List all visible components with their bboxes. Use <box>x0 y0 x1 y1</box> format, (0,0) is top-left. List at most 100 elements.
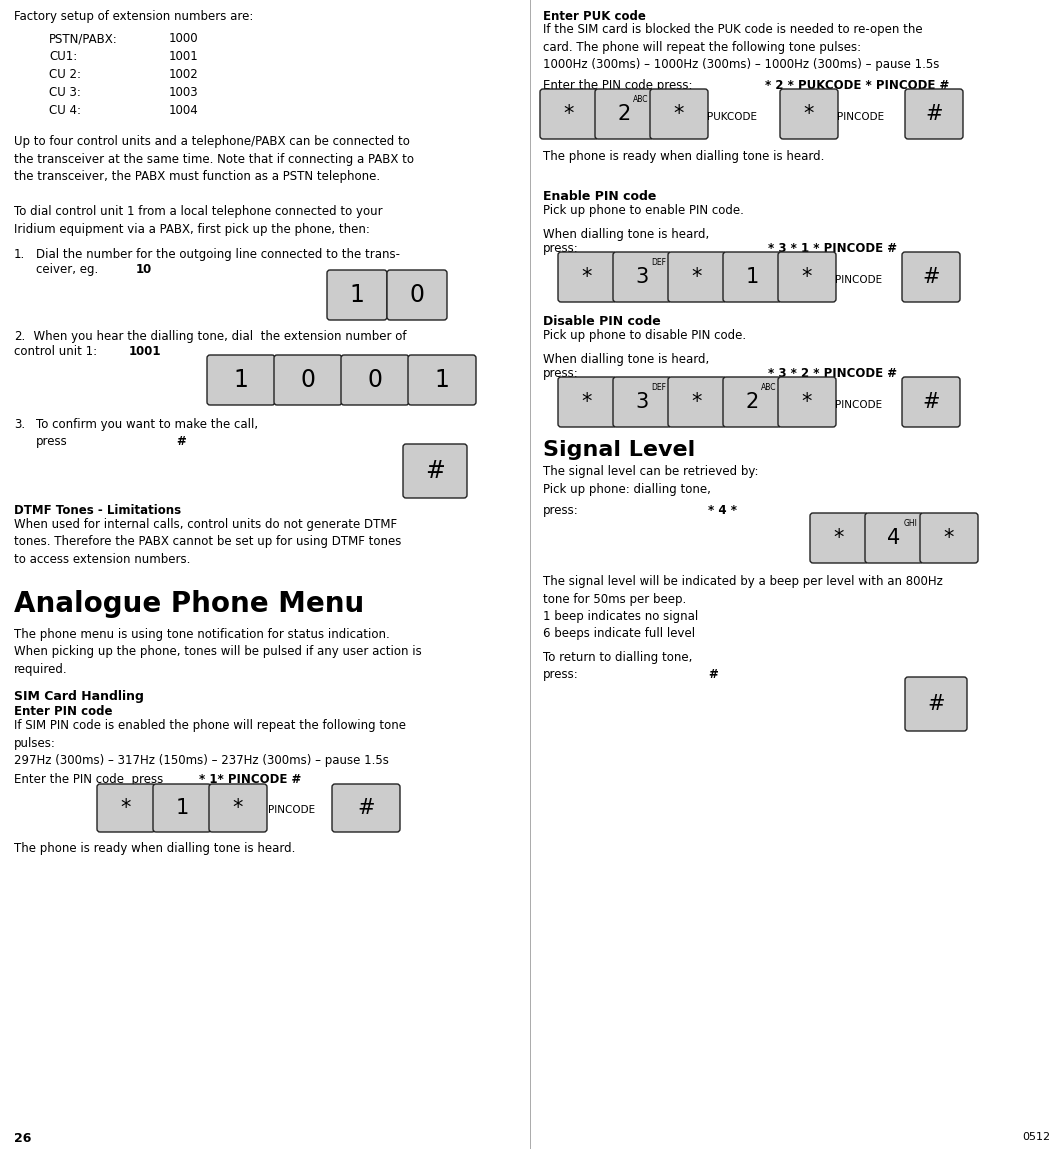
Text: PINCODE: PINCODE <box>837 111 885 122</box>
Text: ABC: ABC <box>633 95 649 105</box>
Text: Enable PIN code: Enable PIN code <box>543 190 656 203</box>
Text: * 2 * PUKCODE * PINCODE #: * 2 * PUKCODE * PINCODE # <box>765 79 949 92</box>
Text: *: * <box>944 529 954 548</box>
Text: #: # <box>708 668 718 681</box>
Text: *: * <box>673 105 684 124</box>
Text: 1004: 1004 <box>169 105 199 117</box>
FancyBboxPatch shape <box>153 784 211 832</box>
Text: 1002: 1002 <box>169 68 199 80</box>
Text: Dial the number for the outgoing line connected to the trans-: Dial the number for the outgoing line co… <box>36 248 400 261</box>
Text: PSTN/PABX:: PSTN/PABX: <box>49 32 118 45</box>
FancyBboxPatch shape <box>613 377 671 427</box>
Text: 1.: 1. <box>14 248 25 261</box>
Text: Enter the PIN code press:: Enter the PIN code press: <box>543 79 692 92</box>
Text: 10: 10 <box>136 263 152 276</box>
FancyBboxPatch shape <box>595 88 653 139</box>
Text: 1000: 1000 <box>169 32 199 45</box>
FancyBboxPatch shape <box>902 252 960 302</box>
Text: *: * <box>691 392 702 412</box>
FancyBboxPatch shape <box>327 270 387 321</box>
Text: 1: 1 <box>434 368 449 392</box>
Text: When dialling tone is heard,: When dialling tone is heard, <box>543 228 709 241</box>
Text: PINCODE: PINCODE <box>835 400 883 410</box>
Text: PUKCODE: PUKCODE <box>707 111 757 122</box>
Text: * 4 *: * 4 * <box>708 504 737 517</box>
Text: 0: 0 <box>410 283 425 307</box>
FancyBboxPatch shape <box>97 784 155 832</box>
Text: SIM Card Handling: SIM Card Handling <box>14 691 143 703</box>
Text: When you hear the dialling tone, dial  the extension number of: When you hear the dialling tone, dial th… <box>25 330 407 344</box>
Text: When used for internal calls, control units do not generate DTMF
tones. Therefor: When used for internal calls, control un… <box>14 518 401 566</box>
Text: DTMF Tones - Limitations: DTMF Tones - Limitations <box>14 504 182 517</box>
Text: *: * <box>802 267 812 287</box>
FancyBboxPatch shape <box>920 512 978 563</box>
Text: 3: 3 <box>635 267 649 287</box>
FancyBboxPatch shape <box>668 377 726 427</box>
Text: To return to dialling tone,: To return to dialling tone, <box>543 651 692 664</box>
Text: 26: 26 <box>14 1132 32 1146</box>
Text: The phone is ready when dialling tone is heard.: The phone is ready when dialling tone is… <box>14 842 295 855</box>
Text: press:: press: <box>543 242 579 255</box>
Text: Pick up phone to disable PIN code.: Pick up phone to disable PIN code. <box>543 329 747 342</box>
Text: * 1* PINCODE #: * 1* PINCODE # <box>199 773 302 786</box>
Text: #: # <box>927 694 945 714</box>
Text: 0: 0 <box>367 368 382 392</box>
FancyBboxPatch shape <box>558 377 616 427</box>
FancyBboxPatch shape <box>408 355 476 404</box>
Text: 2: 2 <box>746 392 758 412</box>
Text: 2: 2 <box>617 105 631 124</box>
FancyBboxPatch shape <box>387 270 447 321</box>
Text: If the SIM card is blocked the PUK code is needed to re-open the
card. The phone: If the SIM card is blocked the PUK code … <box>543 23 940 71</box>
Text: *: * <box>802 392 812 412</box>
FancyBboxPatch shape <box>905 88 963 139</box>
Text: #: # <box>176 435 186 448</box>
FancyBboxPatch shape <box>778 377 836 427</box>
Text: CU 4:: CU 4: <box>49 105 81 117</box>
Text: To confirm you want to make the call,: To confirm you want to make the call, <box>36 418 258 431</box>
Text: GHI: GHI <box>904 519 918 529</box>
FancyBboxPatch shape <box>902 377 960 427</box>
FancyBboxPatch shape <box>810 512 868 563</box>
Text: 1: 1 <box>746 267 758 287</box>
Text: 0512: 0512 <box>1022 1132 1050 1142</box>
Text: 1001: 1001 <box>129 345 161 358</box>
Text: The signal level will be indicated by a beep per level with an 800Hz
tone for 50: The signal level will be indicated by a … <box>543 574 943 640</box>
FancyBboxPatch shape <box>341 355 409 404</box>
Text: Factory setup of extension numbers are:: Factory setup of extension numbers are: <box>14 10 254 23</box>
Text: * 3 * 2 * PINCODE #: * 3 * 2 * PINCODE # <box>768 367 897 380</box>
Text: *: * <box>564 105 575 124</box>
FancyBboxPatch shape <box>723 252 781 302</box>
Text: 2.: 2. <box>14 330 25 344</box>
Text: press:: press: <box>543 367 579 380</box>
Text: ABC: ABC <box>760 384 776 393</box>
Text: When dialling tone is heard,: When dialling tone is heard, <box>543 353 709 367</box>
FancyBboxPatch shape <box>402 444 467 498</box>
Text: control unit 1:: control unit 1: <box>14 345 97 358</box>
Text: press: press <box>36 435 68 448</box>
Text: #: # <box>925 105 943 124</box>
FancyBboxPatch shape <box>650 88 708 139</box>
Text: Enter PUK code: Enter PUK code <box>543 10 646 23</box>
Text: To dial control unit 1 from a local telephone connected to your
Iridium equipmen: To dial control unit 1 from a local tele… <box>14 205 382 236</box>
Text: CU 3:: CU 3: <box>49 86 81 99</box>
Text: 1: 1 <box>175 799 189 818</box>
Text: PINCODE: PINCODE <box>268 805 315 815</box>
FancyBboxPatch shape <box>207 355 275 404</box>
Text: Signal Level: Signal Level <box>543 440 696 460</box>
Text: The phone menu is using tone notification for status indication.
When picking up: The phone menu is using tone notificatio… <box>14 629 422 676</box>
Text: The signal level can be retrieved by:
Pick up phone: dialling tone,: The signal level can be retrieved by: Pi… <box>543 465 758 495</box>
Text: *: * <box>582 392 593 412</box>
Text: *: * <box>582 267 593 287</box>
FancyBboxPatch shape <box>558 252 616 302</box>
FancyBboxPatch shape <box>539 88 598 139</box>
Text: 4: 4 <box>888 529 901 548</box>
FancyBboxPatch shape <box>274 355 342 404</box>
Text: Up to four control units and a telephone/PABX can be connected to
the transceive: Up to four control units and a telephone… <box>14 134 414 183</box>
Text: PINCODE: PINCODE <box>835 275 883 285</box>
Text: 1001: 1001 <box>169 51 199 63</box>
Text: Enter the PIN code  press: Enter the PIN code press <box>14 773 164 786</box>
Text: Pick up phone to enable PIN code.: Pick up phone to enable PIN code. <box>543 205 743 217</box>
Text: *: * <box>691 267 702 287</box>
Text: #: # <box>357 799 375 818</box>
Text: #: # <box>425 458 445 483</box>
